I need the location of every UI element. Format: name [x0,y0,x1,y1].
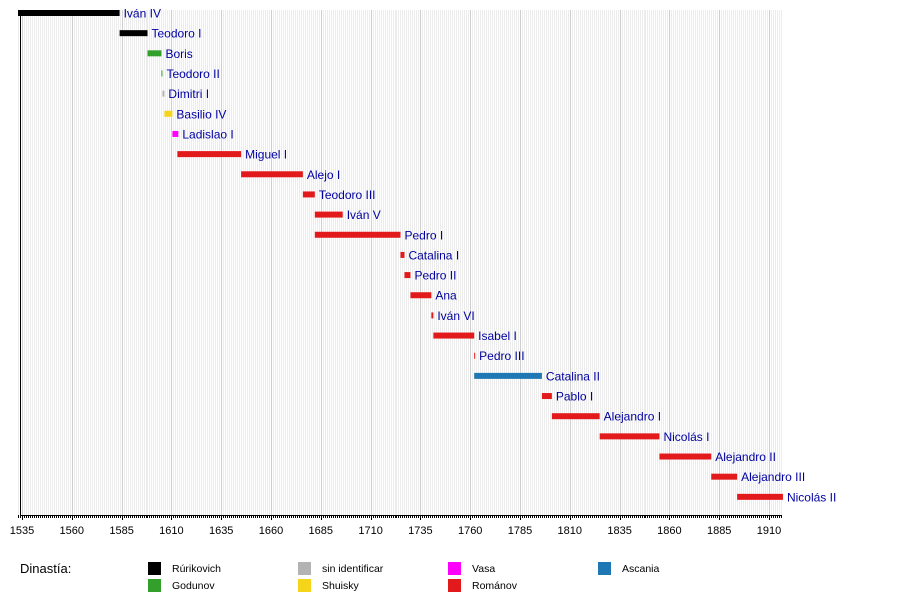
ruler-name-label: Isabel I [478,329,517,343]
legend-item: sin identificar [298,562,383,575]
reign-bar [410,292,432,299]
legend-item: Románov [448,579,517,592]
bars: Iván IV Teodoro I Boris Teodoro II Dimitri I… [18,7,836,504]
x-tick-label: 1610 [159,525,183,537]
legend-swatch [448,579,461,592]
reign-bar [474,352,476,359]
legend-title: Dinastía: [20,561,72,576]
legend-item: Vasa [448,562,495,575]
x-tick-label: 1810 [558,525,582,537]
legend-swatch [448,562,461,575]
reign-bar [314,231,401,238]
ruler-name-label: Pedro II [414,269,456,283]
ruler-name-label: Ladislao I [182,127,233,141]
reign-bar [599,433,660,440]
x-tick-label: 1735 [408,525,432,537]
reign-bar [474,372,542,379]
ruler-name-label: Alejandro II [715,450,776,464]
grid [18,10,782,515]
x-tick-label: 1835 [607,525,631,537]
legend-label: Shuisky [322,579,359,592]
reign-bar [161,70,163,77]
ruler-name-label: Pedro III [479,349,524,363]
x-tick-label: 1885 [707,525,731,537]
legend-label: Godunov [172,579,215,592]
legend-swatch [298,579,311,592]
reign-bar [119,30,148,37]
reign-bar [659,453,712,460]
legend-label: Románov [472,579,517,592]
legend-label: Rúrikovich [172,562,222,575]
reign-bar [18,10,120,16]
reign-bar [164,110,173,117]
reign-bar [147,50,162,57]
ruler-name-label: Iván IV [124,7,161,21]
reign-bar [404,272,411,279]
ruler-name-label: Alejo I [307,168,340,182]
x-tick-label: 1535 [10,525,34,537]
ruler-name-label: Basilio IV [176,107,226,121]
ruler-name-label: Nicolás II [787,490,836,504]
ruler-name-label: Catalina II [546,369,600,383]
ruler-name-label: Alejandro I [604,410,661,424]
x-axis: 1535 1560 1585 1610 1635 1660 1685 1710 1735 1760… [10,515,782,537]
x-tick-label: 1910 [757,525,781,537]
ruler-name-label: Dimitri I [168,87,209,101]
reign-bar [162,90,165,97]
legend-label: sin identificar [322,562,384,575]
ruler-name-label: Pedro I [404,228,443,242]
ruler-name-label: Miguel I [245,148,287,162]
legend-swatch [598,562,611,575]
reign-bar [302,191,315,198]
legend-swatch [298,562,311,575]
reign-bar [541,393,552,400]
legend-item: Ascania [598,562,659,575]
x-tick-label: 1685 [309,525,333,537]
x-tick-label: 1560 [60,525,84,537]
x-tick-label: 1785 [508,525,532,537]
ruler-name-label: Pablo I [556,390,593,404]
reign-bar [177,151,242,158]
ruler-name-label: Teodoro I [151,27,201,41]
reign-bar [400,251,405,258]
x-tick-label: 1635 [209,525,233,537]
ruler-name-label: Alejandro III [741,470,805,484]
legend-item: Rúrikovich [148,562,221,575]
x-tick-label: 1660 [259,525,283,537]
reign-bar [711,473,738,480]
legend-swatch [148,562,161,575]
ruler-name-label: Catalina I [408,248,459,262]
ruler-name-label: Iván V [347,208,381,222]
ruler-name-label: Teodoro II [166,67,219,81]
ruler-name-label: Ana [435,289,457,303]
reign-bar [737,493,783,500]
legend-label: Vasa [472,562,496,575]
reign-bar [431,312,434,319]
x-tick-label: 1760 [458,525,482,537]
x-tick-label: 1710 [358,525,382,537]
legend-item: Godunov [148,579,215,592]
ruler-name-label: Iván VI [437,309,474,323]
x-tick-label: 1585 [109,525,133,537]
ruler-name-label: Boris [165,47,192,61]
legend-swatch [148,579,161,592]
reign-bar [172,130,179,137]
legend-label: Ascania [622,562,660,575]
legend-item: Shuisky [298,579,359,592]
reign-bar [551,413,600,420]
x-tick-label: 1860 [657,525,681,537]
ruler-name-label: Teodoro III [319,188,376,202]
reign-bar [241,171,303,178]
reign-bar [314,211,343,218]
reign-bar [433,332,475,339]
ruler-name-label: Nicolás I [663,430,709,444]
